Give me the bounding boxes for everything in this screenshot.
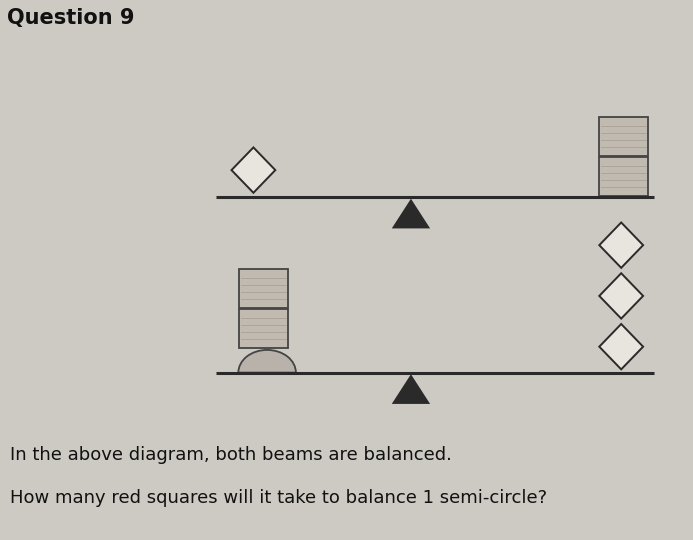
Text: In the above diagram, both beams are balanced.: In the above diagram, both beams are bal… (10, 446, 452, 463)
Bar (239, 269, 288, 308)
Polygon shape (599, 222, 643, 268)
Polygon shape (599, 273, 643, 319)
Wedge shape (238, 350, 296, 373)
Bar (239, 309, 288, 348)
Polygon shape (231, 147, 275, 193)
Text: Question 9: Question 9 (7, 8, 134, 28)
Polygon shape (599, 324, 643, 369)
Polygon shape (392, 199, 430, 228)
Bar (599, 117, 648, 156)
Bar (599, 157, 648, 196)
Text: How many red squares will it take to balance 1 semi-circle?: How many red squares will it take to bal… (10, 489, 547, 507)
Polygon shape (392, 374, 430, 404)
